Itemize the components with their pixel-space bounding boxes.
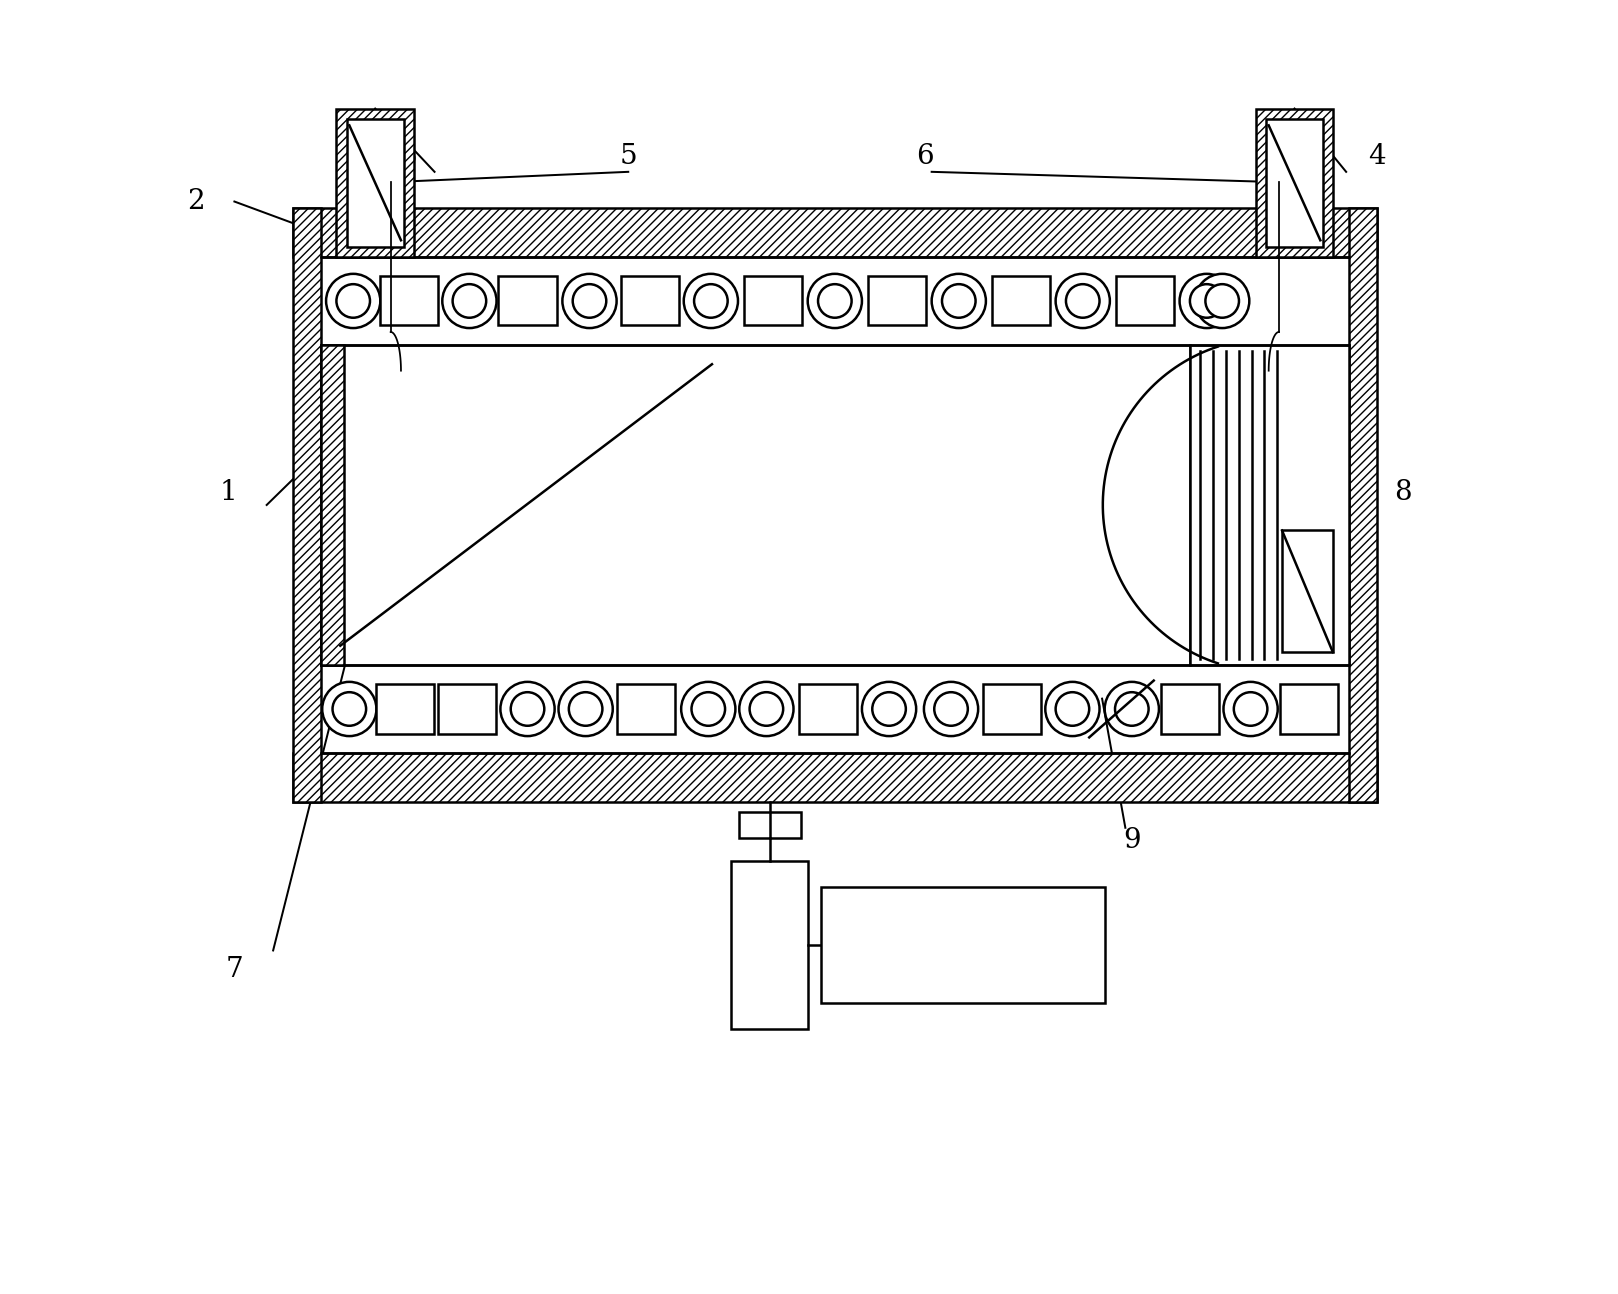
Circle shape [694, 285, 728, 318]
Bar [621, 277, 680, 326]
Bar [799, 685, 858, 734]
Bar [375, 685, 434, 734]
Bar [731, 862, 809, 1029]
Circle shape [691, 692, 725, 726]
Bar [1280, 685, 1338, 734]
Circle shape [932, 274, 985, 329]
Circle shape [1115, 692, 1149, 726]
Circle shape [1205, 285, 1239, 318]
Bar [744, 277, 803, 326]
Bar [1349, 208, 1377, 802]
Circle shape [1235, 692, 1267, 726]
Circle shape [1066, 285, 1100, 318]
Circle shape [322, 682, 377, 736]
Circle shape [1223, 682, 1278, 736]
Circle shape [570, 692, 602, 726]
Circle shape [327, 274, 380, 329]
Circle shape [1196, 274, 1249, 329]
Circle shape [563, 274, 616, 329]
Text: 2: 2 [186, 188, 204, 215]
Bar [822, 888, 1105, 1003]
Circle shape [558, 682, 613, 736]
Bar [982, 685, 1040, 734]
Bar [380, 277, 438, 326]
Bar [867, 277, 925, 326]
Bar [1116, 277, 1173, 326]
Bar [320, 345, 345, 665]
Circle shape [872, 692, 906, 726]
Bar [320, 258, 1349, 753]
Circle shape [807, 274, 862, 329]
Text: 8: 8 [1395, 479, 1413, 506]
Circle shape [511, 692, 544, 726]
Circle shape [337, 285, 371, 318]
Bar [320, 345, 1189, 665]
Text: 6: 6 [916, 142, 934, 170]
Bar [293, 208, 1377, 258]
Circle shape [942, 285, 976, 318]
Bar [1160, 685, 1218, 734]
Circle shape [819, 285, 851, 318]
Circle shape [862, 682, 916, 736]
Circle shape [500, 682, 555, 736]
Circle shape [453, 285, 485, 318]
Bar [739, 813, 801, 839]
Bar [1267, 119, 1324, 247]
Bar [337, 109, 414, 258]
Circle shape [1055, 274, 1110, 329]
Circle shape [1105, 682, 1158, 736]
Bar [346, 119, 403, 247]
Bar [992, 277, 1050, 326]
Circle shape [934, 692, 968, 726]
Circle shape [924, 682, 979, 736]
Bar [438, 685, 495, 734]
Circle shape [1045, 682, 1100, 736]
Bar [616, 685, 675, 734]
Circle shape [681, 682, 736, 736]
Bar [1189, 345, 1349, 665]
Text: 7: 7 [225, 956, 243, 983]
Circle shape [749, 692, 783, 726]
Bar [1256, 109, 1333, 258]
Text: 3: 3 [400, 142, 417, 170]
Text: 5: 5 [620, 142, 637, 170]
Circle shape [1189, 285, 1223, 318]
Bar [293, 753, 1377, 802]
Bar [498, 277, 557, 326]
Circle shape [442, 274, 497, 329]
Circle shape [1180, 274, 1235, 329]
Circle shape [739, 682, 793, 736]
Circle shape [684, 274, 738, 329]
Circle shape [1055, 692, 1089, 726]
Text: 9: 9 [1123, 827, 1141, 854]
Circle shape [573, 285, 607, 318]
Text: 4: 4 [1369, 142, 1387, 170]
Bar [293, 208, 320, 802]
Circle shape [333, 692, 366, 726]
Text: 1: 1 [218, 479, 236, 506]
Bar [1281, 531, 1333, 652]
